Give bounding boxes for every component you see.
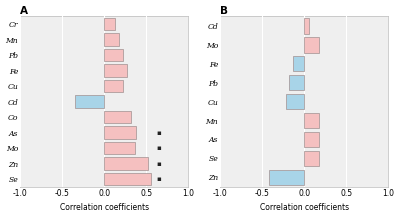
Bar [304,132,319,147]
Bar [104,18,115,31]
Bar [104,80,123,92]
Bar [304,18,308,34]
Text: B: B [220,5,228,15]
Bar [104,173,151,186]
Bar [104,142,136,154]
Bar [104,33,120,46]
Bar [104,126,136,139]
Bar [75,95,104,108]
Bar [304,151,320,166]
Bar [104,64,127,77]
Text: ▪: ▪ [156,129,161,136]
Text: A: A [20,5,28,15]
Bar [289,75,304,90]
Bar [104,157,148,170]
Text: ▪: ▪ [156,176,161,182]
Text: ▪: ▪ [156,145,161,151]
Bar [286,94,304,109]
Bar [304,37,319,53]
Bar [269,170,304,185]
Text: ▪: ▪ [156,161,161,167]
X-axis label: Correlation coefficients: Correlation coefficients [260,203,349,213]
Bar [104,49,123,61]
X-axis label: Correlation coefficients: Correlation coefficients [60,203,149,213]
Bar [294,56,304,72]
Bar [304,113,320,128]
Bar [104,111,131,123]
